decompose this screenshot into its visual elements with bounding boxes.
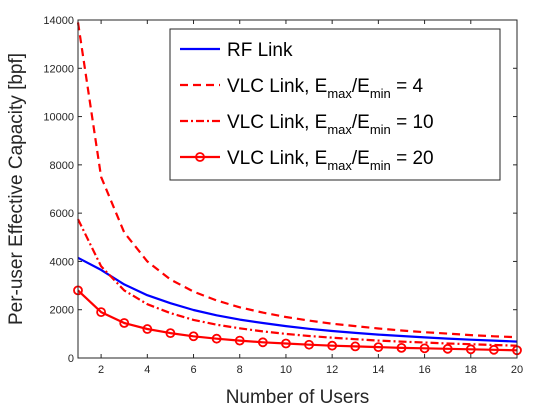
data-point-vlc20 <box>165 328 176 339</box>
x-tick-label: 12 <box>326 364 338 376</box>
data-point-vlc20 <box>257 337 268 348</box>
x-tick-label: 4 <box>144 364 150 376</box>
y-tick-label: 6000 <box>50 208 74 220</box>
data-point-vlc20 <box>465 344 476 355</box>
x-axis-title: Number of Users <box>226 387 370 408</box>
y-tick-label: 8000 <box>50 160 74 172</box>
data-point-vlc20 <box>211 333 222 344</box>
axis-layer: 2 4 6 8 10 12 14 16 18 20 0 2000 4000 6000 8000 10000 12… <box>43 15 523 376</box>
data-point-vlc20 <box>419 343 430 354</box>
data-point-vlc20 <box>142 324 153 334</box>
data-point-vlc20 <box>304 339 314 350</box>
data-point-vlc20 <box>234 335 245 346</box>
x-tick-label: 2 <box>98 364 104 376</box>
y-tick-label: 14000 <box>43 15 74 27</box>
legend-label-vlc4: VLC Link, Emax/Emin = 4 <box>227 76 423 101</box>
legend-label-vlc10: VLC Link, Emax/Emin = 10 <box>227 112 434 137</box>
axes-box <box>77 19 518 359</box>
series-line-vlc10 <box>77 218 518 347</box>
data-point-vlc20 <box>281 338 291 349</box>
data-point-vlc20 <box>119 318 130 328</box>
data-point-vlc20 <box>350 341 361 352</box>
series-line-vlc4 <box>76 22 518 339</box>
x-tick-label: 10 <box>280 364 292 376</box>
x-tick-label: 6 <box>190 364 196 376</box>
data-point-vlc20 <box>96 307 107 318</box>
y-tick-label: 10000 <box>43 112 74 124</box>
legend-label-rf: RF Link <box>227 40 293 61</box>
data-point-vlc20 <box>396 342 407 353</box>
x-tick-label: 14 <box>372 364 384 376</box>
y-axis-title: Per-user Effective Capacity [bpf] <box>6 53 27 325</box>
data-point-vlc20 <box>488 344 499 355</box>
legend-label-vlc20: VLC Link, Emax/Emin = 20 <box>227 148 434 173</box>
data-point-vlc20 <box>442 343 453 354</box>
series-layer <box>73 22 522 356</box>
data-point-vlc20 <box>373 342 384 353</box>
x-tick-label: 16 <box>418 364 430 376</box>
x-tick-label: 8 <box>237 364 243 376</box>
y-tick-label: 4000 <box>50 256 74 268</box>
data-point-vlc20 <box>327 340 338 351</box>
legend: RF Link VLC Link, Emax/Emin = 4 VLC Link, … <box>169 28 501 181</box>
y-tick-label: 2000 <box>50 305 74 317</box>
y-tick-label: 0 <box>68 353 74 365</box>
legend-box <box>169 28 501 181</box>
y-tick-label: 12000 <box>43 63 74 75</box>
x-tick-label: 18 <box>465 364 477 376</box>
x-tick-label: 20 <box>511 364 523 376</box>
data-point-vlc20 <box>188 331 199 342</box>
series-line-rf <box>77 256 518 343</box>
legend-marker-vlc20 <box>195 152 205 162</box>
